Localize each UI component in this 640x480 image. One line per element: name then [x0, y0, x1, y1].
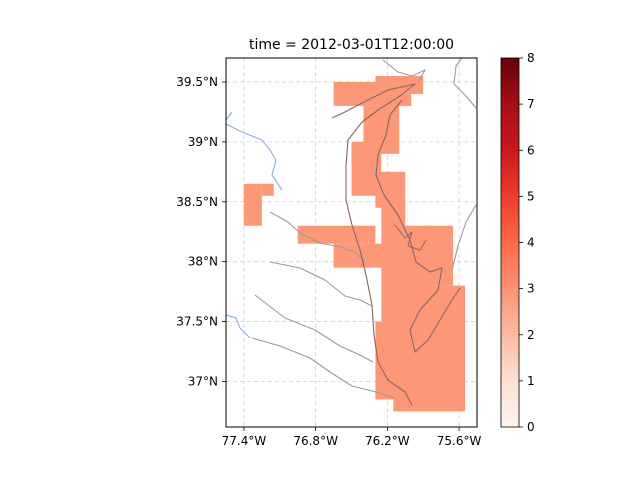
colorbar-tick-label: 1: [527, 374, 535, 388]
coastline-james-river: [251, 337, 396, 399]
x-tick-label: 76.8°W: [293, 434, 338, 448]
heatmap-cell: [375, 75, 424, 94]
heatmap-cell: [393, 345, 466, 412]
y-tick-label: 39°N: [188, 135, 218, 149]
coastline-bay-east-shore: [375, 99, 461, 353]
chart-title: time = 2012-03-01T12:00:00: [249, 37, 454, 53]
coastline-bay-west-shore: [331, 83, 416, 406]
colorbar-tick-label: 0: [527, 420, 535, 434]
river-james-upper: [226, 314, 251, 339]
coastline-delmarva-ocean: [451, 204, 477, 271]
colorbar: [500, 57, 520, 428]
heatmap-cell: [333, 243, 382, 268]
heatmap-cell: [243, 183, 262, 226]
heatmap-cell: [417, 285, 466, 346]
colorbar-tick-label: 4: [527, 236, 535, 250]
x-tick-label: 76.2°W: [365, 434, 410, 448]
y-tick-label: 37°N: [188, 374, 218, 388]
colorbar-tick-label: 3: [527, 282, 535, 296]
colorbar-ticks: 0 1 2 3 4 5 6 7 8: [519, 51, 535, 434]
coastline-rappahannock-river: [269, 261, 373, 307]
heatmap-cell: [261, 183, 274, 196]
x-tick-label: 77.4°W: [222, 434, 267, 448]
plot-frame: [225, 57, 478, 428]
river-susquehanna: [226, 111, 283, 191]
colorbar-tick-label: 8: [527, 51, 535, 65]
y-tick-label: 38°N: [188, 255, 218, 269]
colorbar-tick-label: 2: [527, 328, 535, 342]
coastline-nanticoke-inlets: [394, 224, 427, 251]
y-tick-label: 39.5°N: [176, 75, 218, 89]
colorbar-tick-label: 6: [527, 143, 535, 157]
y-tick-label: 37.5°N: [176, 315, 218, 329]
heatmap-cell: [297, 225, 376, 244]
x-tick-label: 75.6°W: [437, 434, 482, 448]
heatmap-cell: [423, 225, 454, 286]
coastline-potomac-river: [269, 211, 366, 263]
colorbar-tick-label: 5: [527, 189, 535, 203]
colorbar-tick-label: 7: [527, 97, 535, 111]
coastline-north-rivers: [382, 58, 477, 109]
x-tick-labels: 77.4°W 76.8°W 76.2°W 75.6°W: [222, 427, 482, 448]
y-tick-label: 38.5°N: [176, 195, 218, 209]
heatmap-cells: [243, 75, 466, 412]
coastline-outline: [226, 58, 477, 406]
y-tick-labels: 37°N 37.5°N 38°N 38.5°N 39°N 39.5°N: [176, 75, 226, 388]
coastline-york-river: [254, 294, 374, 363]
